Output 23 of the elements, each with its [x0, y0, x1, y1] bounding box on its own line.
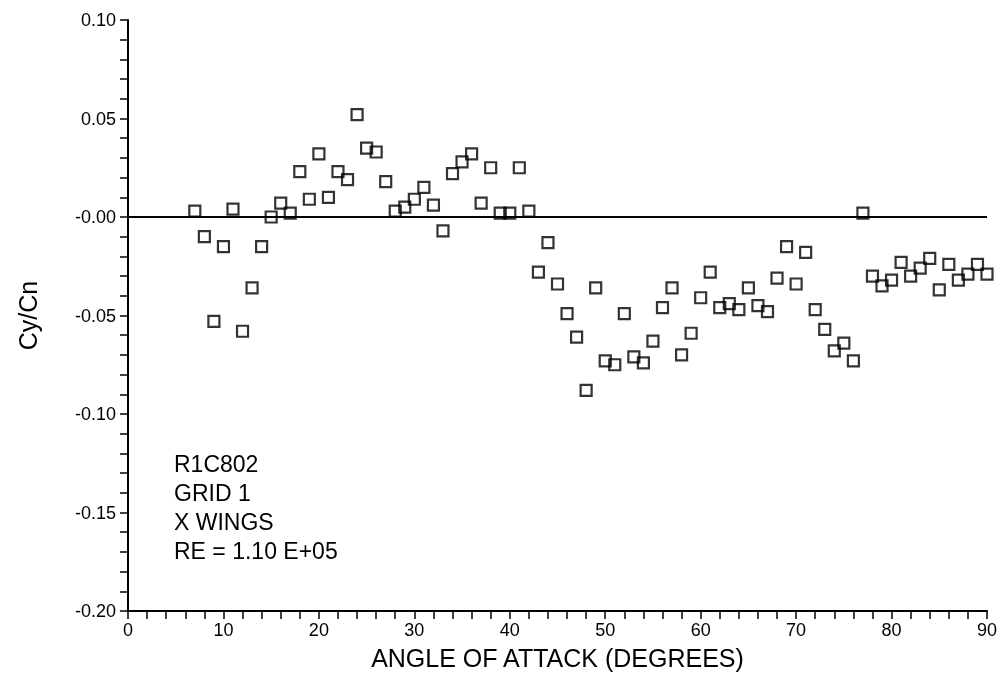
annotation: RE = 1.10 E+05 — [174, 537, 338, 564]
x-tick-label: 40 — [499, 620, 520, 640]
y-tick-label: 0.10 — [80, 10, 116, 30]
x-tick-label: 80 — [881, 620, 902, 640]
y-tick-label: -0.20 — [74, 601, 116, 621]
x-tick-label: 10 — [213, 620, 234, 640]
x-tick-label: 0 — [122, 620, 134, 640]
x-tick-label: 90 — [976, 620, 998, 640]
y-tick-label: -0.00 — [74, 207, 116, 227]
annotation: R1C802 — [174, 450, 259, 477]
annotation: GRID 1 — [174, 479, 251, 506]
y-axis-title: Cy/Cn — [13, 280, 42, 351]
x-tick-label: 70 — [786, 620, 807, 640]
y-tick-label: -0.15 — [74, 502, 116, 523]
x-tick-label: 30 — [404, 620, 425, 640]
x-tick-label: 50 — [595, 620, 616, 640]
annotation: X WINGS — [174, 508, 274, 535]
x-tick-label: 60 — [690, 620, 711, 640]
x-tick-label: 20 — [308, 620, 329, 640]
y-tick-label: 0.05 — [80, 108, 116, 129]
x-axis-title: ANGLE OF ATTACK (DEGREES) — [371, 643, 744, 672]
y-tick-label: -0.10 — [74, 404, 116, 424]
y-tick-label: -0.05 — [74, 305, 116, 326]
